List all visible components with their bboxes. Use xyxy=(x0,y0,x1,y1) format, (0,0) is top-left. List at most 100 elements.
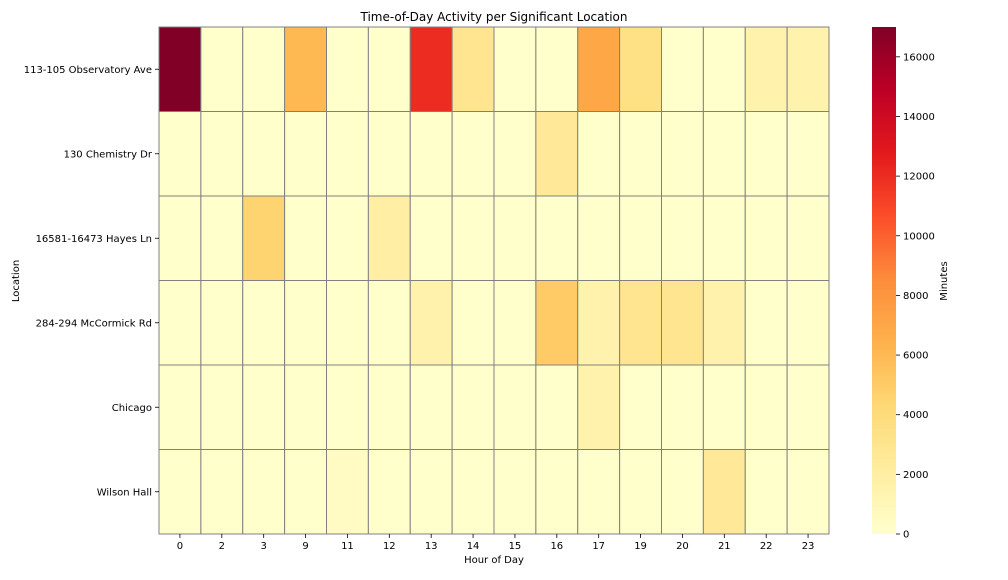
colorbar-tick-label: 2000 xyxy=(903,470,928,481)
heatmap-cell xyxy=(535,449,579,535)
heatmap-cell xyxy=(284,195,327,281)
heatmap-cell xyxy=(284,26,327,112)
heatmap-cell xyxy=(744,195,788,281)
heatmap-cell xyxy=(744,280,788,366)
colorbar-tick-label: 8000 xyxy=(903,291,928,302)
heatmap-cell xyxy=(702,195,746,281)
chart-title: Time-of-Day Activity per Significant Loc… xyxy=(359,10,627,24)
heatmap-cell xyxy=(284,280,327,366)
x-tick-label: 3 xyxy=(261,541,267,552)
heatmap-cell xyxy=(744,364,788,450)
heatmap-cell xyxy=(744,26,788,112)
y-tick-label: 130 Chemistry Dr xyxy=(64,149,153,160)
heatmap-cell xyxy=(661,195,704,281)
x-tick-label: 2 xyxy=(219,541,225,552)
heatmap-cell xyxy=(200,280,244,366)
heatmap-cell xyxy=(367,26,411,112)
heatmap-cell xyxy=(242,280,286,366)
colorbar-tick-label: 6000 xyxy=(903,351,928,362)
heatmap-cell xyxy=(367,449,411,535)
heatmap-cell xyxy=(409,26,453,112)
heatmap-cell xyxy=(284,111,327,197)
x-tick-label: 17 xyxy=(592,541,605,552)
heatmap-cell xyxy=(661,26,704,112)
x-tick-label: 12 xyxy=(383,541,396,552)
heatmap-cell xyxy=(367,364,411,450)
heatmap-cell xyxy=(367,280,411,366)
heatmap-cell xyxy=(451,280,495,366)
heatmap-cells xyxy=(158,26,830,535)
heatmap-cell xyxy=(158,364,202,450)
heatmap-cell xyxy=(242,449,286,535)
heatmap-cell xyxy=(744,111,788,197)
x-tick-label: 20 xyxy=(676,541,689,552)
heatmap-cell xyxy=(577,195,621,281)
heatmap-cell xyxy=(409,364,453,450)
heatmap-cell xyxy=(702,280,746,366)
heatmap-cell xyxy=(200,195,244,281)
heatmap-cell xyxy=(535,280,579,366)
heatmap-cell xyxy=(367,195,411,281)
colorbar-tick-label: 0 xyxy=(903,530,909,541)
heatmap-cell xyxy=(535,26,579,112)
heatmap-cell xyxy=(451,195,495,281)
heatmap-cell xyxy=(577,26,621,112)
heatmap-cell xyxy=(493,449,537,535)
colorbar-tick-label: 10000 xyxy=(903,231,935,242)
heatmap-cell xyxy=(409,449,453,535)
heatmap-cell xyxy=(242,364,286,450)
colorbar-tick-label: 12000 xyxy=(903,172,935,183)
x-tick-labels: 0 2 3 9 11 12 13 14 15 16 17 19 20 21 22 23 xyxy=(177,534,815,552)
heatmap-cell xyxy=(786,111,830,197)
x-tick-label: 23 xyxy=(802,541,815,552)
heatmap-cell xyxy=(200,449,244,535)
x-tick-label: 11 xyxy=(341,541,354,552)
heatmap-cell xyxy=(786,280,830,366)
heatmap-cell xyxy=(409,280,453,366)
x-tick-label: 16 xyxy=(550,541,563,552)
heatmap-cell xyxy=(661,111,704,197)
heatmap-cell xyxy=(200,364,244,450)
heatmap-cell xyxy=(619,364,662,450)
x-tick-label: 14 xyxy=(467,541,480,552)
colorbar-tick-label: 14000 xyxy=(903,112,935,123)
heatmap-cell xyxy=(786,26,830,112)
heatmap-cell xyxy=(284,364,327,450)
x-tick-label: 21 xyxy=(718,541,731,552)
y-tick-label: Chicago xyxy=(112,403,152,414)
heatmap-cell xyxy=(409,111,453,197)
heatmap-cell xyxy=(493,26,537,112)
heatmap-cell xyxy=(200,111,244,197)
heatmap-cell xyxy=(200,26,244,112)
heatmap-cell xyxy=(661,364,704,450)
x-tick-label: 15 xyxy=(509,541,522,552)
heatmap-cell xyxy=(158,449,202,535)
y-tick-label: Wilson Hall xyxy=(97,487,152,498)
heatmap-cell xyxy=(158,111,202,197)
heatmap-cell xyxy=(535,364,579,450)
heatmap-cell xyxy=(493,364,537,450)
colorbar-label: Minutes xyxy=(939,261,950,300)
heatmap-cell xyxy=(619,449,662,535)
heatmap-cell xyxy=(744,449,788,535)
heatmap-cell xyxy=(577,449,621,535)
heatmap-cell xyxy=(577,280,621,366)
heatmap-cell xyxy=(451,26,495,112)
y-tick-labels: 113-105 Observatory Ave 130 Chemistry Dr 1… xyxy=(24,65,159,498)
x-tick-label: 0 xyxy=(177,541,183,552)
heatmap-cell xyxy=(242,195,286,281)
heatmap-cell xyxy=(326,195,369,281)
heatmap-cell xyxy=(451,364,495,450)
heatmap-cell xyxy=(493,195,537,281)
colorbar-tick-label: 16000 xyxy=(903,52,935,63)
heatmap-cell xyxy=(326,26,369,112)
heatmap-cell xyxy=(326,280,369,366)
heatmap-cell xyxy=(284,449,327,535)
heatmap-cell xyxy=(619,111,662,197)
heatmap-cell xyxy=(451,111,495,197)
heatmap-cell xyxy=(326,449,369,535)
x-tick-label: 13 xyxy=(425,541,438,552)
y-tick-label: 284-294 McCormick Rd xyxy=(36,318,152,329)
heatmap-cell xyxy=(535,195,579,281)
